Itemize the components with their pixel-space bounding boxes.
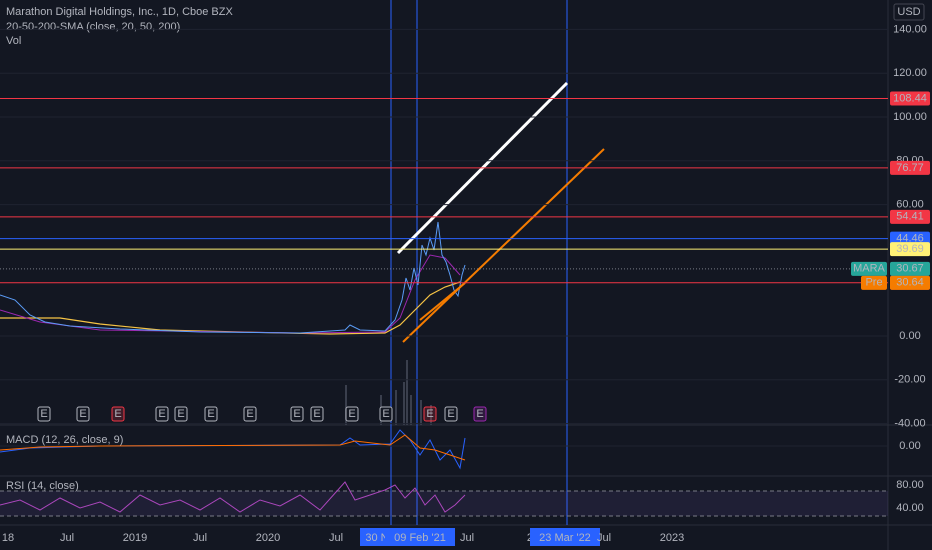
rsi-band: [0, 491, 888, 516]
level-tag-label: 39.69: [896, 243, 924, 255]
time-tick-label: 23 Mar '22: [539, 532, 591, 544]
price-tick-label: 120.00: [893, 67, 927, 79]
level-tag: [890, 91, 930, 106]
earnings-label[interactable]: E: [158, 408, 165, 420]
rsi-tick-label: 80.00: [896, 479, 924, 491]
earnings-label[interactable]: E: [207, 408, 214, 420]
time-tick-label: 2019: [123, 532, 147, 544]
earnings-marker[interactable]: [444, 406, 458, 422]
earnings-marker[interactable]: [379, 406, 393, 422]
price-tick-label: 60.00: [896, 199, 924, 211]
earnings-marker[interactable]: [310, 406, 324, 422]
time-highlight: [530, 528, 600, 546]
earnings-label[interactable]: E: [426, 408, 433, 420]
earnings-marker[interactable]: [76, 406, 90, 422]
price-label: 30.67: [896, 263, 924, 275]
time-tick-label: Jul: [597, 532, 611, 544]
earnings-marker[interactable]: [174, 406, 188, 422]
trend-line: [402, 148, 605, 343]
time-tick-label: Jul: [460, 532, 474, 544]
level-tag: [890, 209, 930, 224]
level-tag-label: 76.77: [896, 162, 924, 174]
price-tick-label: 0.00: [899, 330, 920, 342]
earnings-marker[interactable]: [37, 406, 51, 422]
time-tick-label: Jul: [193, 532, 207, 544]
earnings-marker[interactable]: [243, 406, 257, 422]
rsi-line: [0, 481, 466, 513]
time-tick-label: 2023: [660, 532, 684, 544]
earnings-label[interactable]: E: [177, 408, 184, 420]
level-tag: [890, 242, 930, 257]
earnings-label[interactable]: E: [382, 408, 389, 420]
premarket-price-tag: [890, 275, 930, 290]
symbol-tag: [851, 261, 887, 276]
level-tag: [890, 160, 930, 175]
earnings-label[interactable]: E: [40, 408, 47, 420]
price-tick-label: -40.00: [894, 418, 925, 430]
earnings-marker[interactable]: [204, 406, 218, 422]
earnings-label[interactable]: E: [476, 408, 483, 420]
currency-box[interactable]: [893, 3, 925, 21]
earnings-marker[interactable]: [155, 406, 169, 422]
sma-line: [0, 281, 461, 335]
time-tick-label: 2020: [256, 532, 280, 544]
earnings-label[interactable]: E: [348, 408, 355, 420]
price-tick-label: 100.00: [893, 111, 927, 123]
price-line: [0, 221, 466, 334]
earnings-marker[interactable]: [290, 406, 304, 422]
premarket-label: Pre: [865, 277, 882, 289]
earnings-label[interactable]: E: [246, 408, 253, 420]
symbol-label: MARA: [853, 263, 885, 275]
price-tag: [890, 261, 930, 276]
earnings-marker[interactable]: [345, 406, 359, 422]
price-tick-label: 140.00: [893, 23, 927, 35]
trend-line: [419, 282, 466, 321]
earnings-marker[interactable]: [473, 406, 487, 422]
currency[interactable]: USD: [897, 6, 920, 18]
macd-tick-label: 0.00: [899, 440, 920, 452]
earnings-label[interactable]: E: [447, 408, 454, 420]
level-tag-label: 108.44: [893, 92, 927, 104]
level-tag-label: 44.46: [896, 233, 924, 245]
earnings-marker[interactable]: [111, 406, 125, 422]
indicator-label: 20-50-200-SMA (close, 20, 50, 200): [6, 21, 180, 33]
premarket-price: 30.64: [896, 277, 924, 289]
premarket-tag: [861, 275, 887, 290]
chart-title: Marathon Digital Holdings, Inc., 1D, Cbo…: [6, 6, 233, 18]
time-highlight: [385, 528, 455, 546]
volume-label: Vol: [6, 35, 21, 47]
signal-line: [0, 434, 466, 461]
earnings-label[interactable]: E: [79, 408, 86, 420]
price-tick-label: -20.00: [894, 374, 925, 386]
time-tick-label: 18: [2, 532, 14, 544]
level-tag-label: 54.41: [896, 211, 924, 223]
time-tick-label: 09 Feb '21: [394, 532, 446, 544]
earnings-label[interactable]: E: [114, 408, 121, 420]
time-tick-label: 30 N: [365, 532, 388, 544]
rsi-tick-label: 40.00: [896, 502, 924, 514]
macd-title: MACD (12, 26, close, 9): [6, 434, 123, 446]
time-tick-label: Jul: [329, 532, 343, 544]
time-tick-label: Jul: [60, 532, 74, 544]
rsi-title: RSI (14, close): [6, 480, 79, 492]
earnings-label[interactable]: E: [293, 408, 300, 420]
earnings-marker[interactable]: [423, 406, 437, 422]
earnings-label[interactable]: E: [313, 408, 320, 420]
